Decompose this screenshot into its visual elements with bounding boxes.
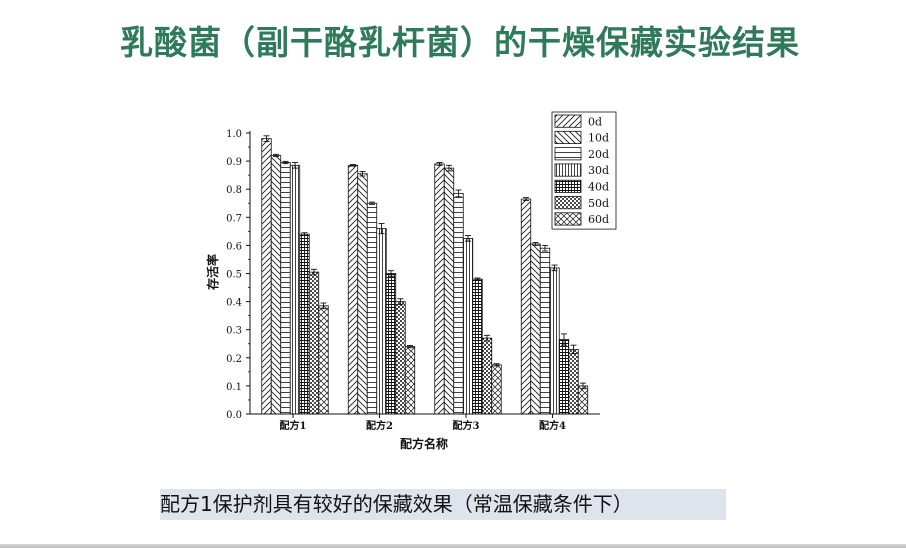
y-tick-label: 0.1 xyxy=(226,382,242,393)
bar-50d-4 xyxy=(568,348,579,415)
bar-20d-3 xyxy=(453,193,464,415)
x-axis: 配方1 配方2 配方3 配方4 xyxy=(250,413,600,432)
legend-swatch-60d xyxy=(554,212,582,226)
y-tick-label: 0.9 xyxy=(226,157,242,168)
y-tick-label: 0.3 xyxy=(226,326,242,337)
y-tick-label: 0.6 xyxy=(226,241,242,252)
y-tick-label: 0.7 xyxy=(226,213,242,224)
legend-label-0d: 0d xyxy=(588,115,602,128)
bar-30d-3 xyxy=(462,237,474,415)
x-axis-label: 配方名称 xyxy=(400,436,448,451)
bar-50d-3 xyxy=(481,337,493,415)
bar-0d-1 xyxy=(261,138,272,415)
bar-20d-1 xyxy=(280,162,291,415)
legend-label-20d: 20d xyxy=(588,148,609,161)
y-tick-label: 0.8 xyxy=(226,185,242,196)
legend-swatch-0d xyxy=(554,114,582,128)
bar-0d-4 xyxy=(520,198,532,415)
bar-10d-3 xyxy=(443,167,455,415)
bar-20d-4 xyxy=(539,247,551,415)
bar-50d-1 xyxy=(308,271,320,415)
legend-swatch-20d xyxy=(554,147,582,161)
bar-30d-4 xyxy=(549,267,560,415)
bar-60d-4 xyxy=(577,385,589,415)
bar-40d-4 xyxy=(558,339,570,415)
legend-swatch-50d xyxy=(554,196,582,210)
x-tick-label: 配方2 xyxy=(366,419,393,432)
y-tick-label: 0.4 xyxy=(226,298,242,309)
bottom-divider xyxy=(0,544,906,548)
bar-20d-2 xyxy=(366,202,378,415)
bar-60d-3 xyxy=(491,364,502,415)
y-tick-label: 0.5 xyxy=(226,270,242,281)
legend-label-10d: 10d xyxy=(588,132,609,145)
x-tick-label: 配方1 xyxy=(280,419,307,432)
legend-swatch-10d xyxy=(554,130,582,145)
y-tick-label: 0.2 xyxy=(226,354,242,365)
legend-label-60d: 60d xyxy=(588,213,609,226)
slide-title: 乳酸菌（副干酪乳杆菌）的干燥保藏实验结果 xyxy=(120,23,800,62)
x-tick-label: 配方3 xyxy=(453,419,480,432)
bar-0d-3 xyxy=(434,163,445,415)
bar-10d-4 xyxy=(530,243,541,415)
bar-40d-2 xyxy=(385,273,397,415)
y-tick-label: 0.0 xyxy=(226,410,242,421)
legend-label-40d: 40d xyxy=(588,181,609,194)
bar-10d-2 xyxy=(357,173,368,415)
legend-swatch-40d xyxy=(554,179,582,193)
bar-60d-2 xyxy=(404,346,416,415)
bar-0d-2 xyxy=(347,164,359,415)
legend-label-50d: 50d xyxy=(588,197,609,210)
legend-label-30d: 30d xyxy=(588,164,609,177)
bar-30d-1 xyxy=(289,164,301,415)
bar-10d-1 xyxy=(270,155,282,415)
y-axis: 0.0 0.1 0.2 0.3 0.4 0.5 0.6 0.7 0.8 0.9 1.0 xyxy=(226,129,251,421)
bar-50d-2 xyxy=(395,301,406,415)
x-tick-label: 配方4 xyxy=(539,419,566,432)
survival-rate-bar-chart: 0.0 0.1 0.2 0.3 0.4 0.5 0.6 0.7 0.8 0.9 1.0 配方1 配方2… xyxy=(205,111,617,451)
bar-60d-1 xyxy=(318,305,329,415)
bars xyxy=(261,135,589,415)
bar-40d-1 xyxy=(299,233,310,415)
legend-swatch-30d xyxy=(554,163,582,177)
y-axis-label: 存活率 xyxy=(205,254,220,291)
bar-40d-3 xyxy=(472,278,483,415)
legend: 0d 10d 20d 30d 40d 50d 60d xyxy=(551,111,617,230)
bar-30d-2 xyxy=(376,228,387,415)
y-tick-label: 1.0 xyxy=(226,129,242,140)
slide-caption: 配方1保护剂具有较好的保藏效果（常温保藏条件下） xyxy=(160,489,726,520)
